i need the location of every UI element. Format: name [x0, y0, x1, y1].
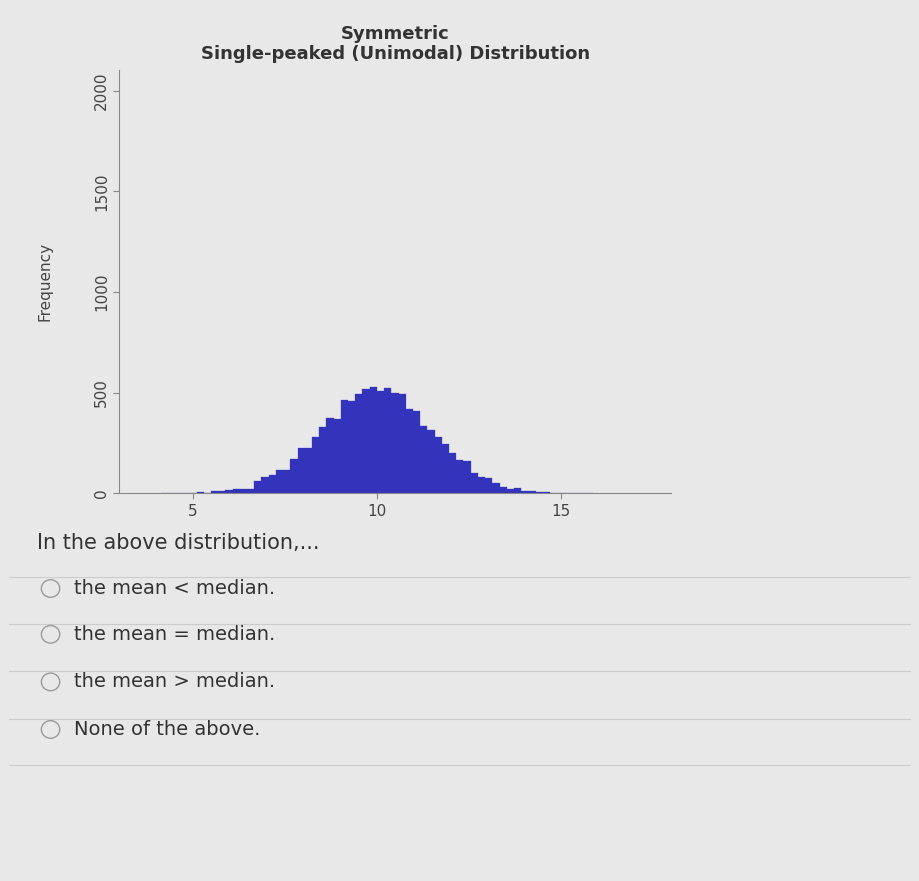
Bar	[356, 394, 362, 493]
Bar	[391, 393, 399, 493]
Text: None of the above.: None of the above.	[74, 720, 260, 739]
Bar	[384, 389, 391, 493]
Bar	[435, 437, 442, 493]
Bar	[211, 492, 218, 493]
Bar	[283, 470, 290, 493]
Bar	[369, 387, 377, 493]
Bar	[276, 470, 283, 493]
Bar	[463, 462, 471, 493]
Bar	[420, 426, 427, 493]
Bar	[348, 401, 356, 493]
Bar	[247, 489, 255, 493]
Bar	[298, 448, 305, 493]
Bar	[341, 400, 348, 493]
Bar	[305, 448, 312, 493]
Bar	[427, 430, 435, 493]
Text: the mean > median.: the mean > median.	[74, 672, 275, 692]
Bar	[506, 489, 514, 493]
Bar	[290, 458, 298, 493]
Bar	[225, 491, 233, 493]
Bar	[362, 389, 369, 493]
Text: the mean = median.: the mean = median.	[74, 625, 275, 644]
Bar	[514, 488, 521, 493]
Bar	[218, 491, 225, 493]
Bar	[413, 411, 420, 493]
Bar	[233, 489, 240, 493]
Bar	[456, 460, 463, 493]
Bar	[399, 395, 406, 493]
Bar	[197, 492, 204, 493]
Text: In the above distribution,...: In the above distribution,...	[37, 533, 319, 553]
Bar	[262, 478, 268, 493]
Y-axis label: Frequency: Frequency	[38, 242, 52, 322]
Bar	[528, 492, 536, 493]
Bar	[449, 453, 456, 493]
Bar	[312, 437, 319, 493]
Bar	[493, 483, 500, 493]
Bar	[521, 491, 528, 493]
Bar	[319, 427, 326, 493]
Bar	[471, 473, 478, 493]
Bar	[478, 478, 485, 493]
Bar	[255, 481, 262, 493]
Bar	[536, 492, 543, 493]
Bar	[442, 444, 449, 493]
Bar	[377, 391, 384, 493]
Bar	[326, 418, 334, 493]
Text: the mean < median.: the mean < median.	[74, 579, 275, 598]
Title: Symmetric
Single-peaked (Unimodal) Distribution: Symmetric Single-peaked (Unimodal) Distr…	[200, 25, 590, 63]
Bar	[406, 409, 413, 493]
Bar	[500, 487, 506, 493]
Bar	[543, 492, 550, 493]
Bar	[485, 478, 493, 493]
Bar	[240, 489, 247, 493]
Bar	[268, 475, 276, 493]
Bar	[334, 418, 341, 493]
